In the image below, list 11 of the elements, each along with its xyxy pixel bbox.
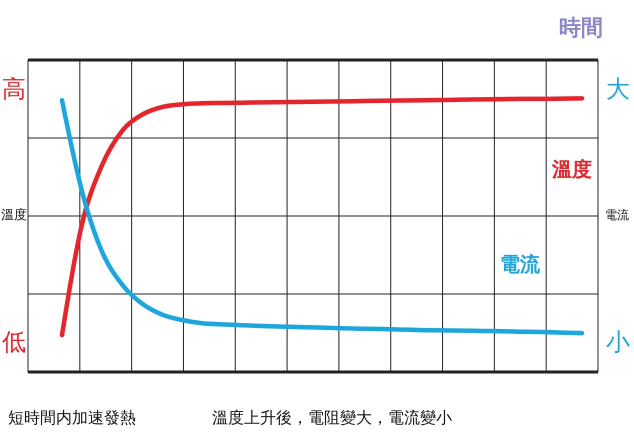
text: 低 <box>2 328 26 356</box>
text: 電流 <box>500 252 541 276</box>
x-axis-title: 時間 <box>559 16 603 41</box>
text: 大 <box>606 75 630 103</box>
text: 溫度 <box>551 157 592 181</box>
text: 溫度上升後，電阻變大，電流變小 <box>212 408 452 427</box>
y2-axis-title: 電流 <box>605 208 629 222</box>
text: 高 <box>2 75 26 103</box>
y-axis-title: 溫度 <box>1 207 27 223</box>
text: 短時間内加速發熱 <box>8 408 136 427</box>
text: 小 <box>606 328 630 356</box>
